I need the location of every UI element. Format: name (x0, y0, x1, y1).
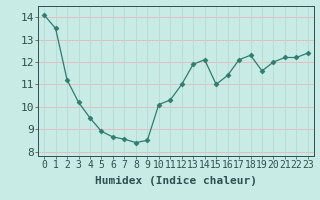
X-axis label: Humidex (Indice chaleur): Humidex (Indice chaleur) (95, 176, 257, 186)
